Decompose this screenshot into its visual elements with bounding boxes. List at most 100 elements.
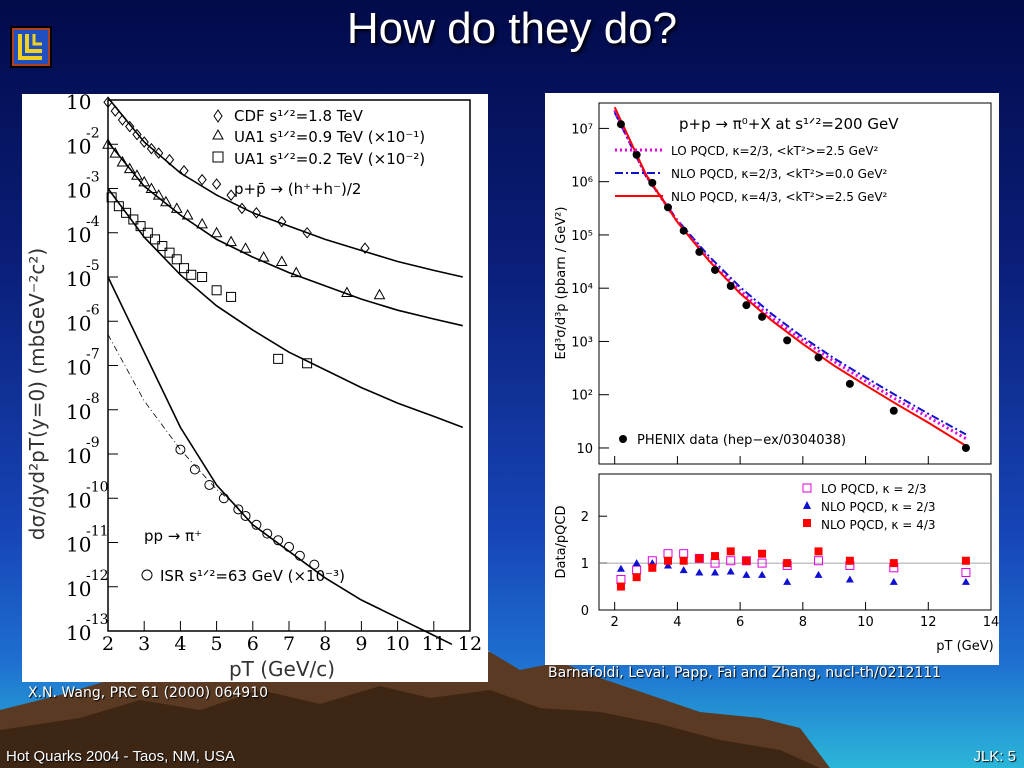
isr-label: ISR s¹ᐟ²=63 GeV (×10⁻³)	[160, 567, 345, 585]
ratio-nlo-k43-point	[695, 554, 704, 563]
y-tick-base: 10	[66, 488, 91, 512]
ratio-lo-point	[961, 567, 971, 577]
phenix-data-point	[758, 312, 767, 321]
legend: CDF s¹ᐟ²=1.8 TeV UA1 s¹ᐟ²=0.9 TeV (×10⁻¹…	[212, 107, 425, 198]
data-point-square	[128, 214, 139, 225]
y-tick-exponent: -3	[86, 170, 100, 186]
y-tick-base: 10	[66, 356, 91, 380]
y-tick-exponent: -4	[86, 214, 100, 230]
data-point-triangle	[341, 286, 353, 297]
y-tick-exponent: -7	[86, 347, 100, 363]
phenix-data-point	[783, 336, 792, 345]
data-point-square	[164, 247, 175, 258]
right-plot-panel: 2 4 6 8 10 12 14 10 10² 10³ 10⁴ 10⁵ 10⁶ 10⁷ 0 1 2 p+p → …	[545, 93, 999, 665]
data-point-triangle	[225, 235, 237, 247]
data-point-triangle	[170, 202, 183, 213]
ratio-nlo-k43-point	[711, 552, 720, 561]
data-point-square	[157, 241, 168, 252]
y-tick-base: 10	[66, 577, 91, 601]
x-tick-label: 2	[102, 633, 114, 655]
nlo-k23-curve	[613, 111, 967, 436]
ratio-lo-point	[632, 565, 642, 575]
data-point-diamond	[146, 142, 157, 155]
x-tick-label: 9	[355, 633, 367, 655]
fit-curve-3	[107, 276, 453, 646]
lower-y-tick-label: 2	[581, 510, 589, 525]
legend-square	[212, 151, 224, 163]
x-tick-label: 8	[799, 615, 807, 630]
reaction-label: pp → π⁺	[144, 527, 202, 545]
data-point-square	[113, 201, 124, 212]
ratio-nlo-k43-point	[758, 549, 767, 558]
phenix-data-point	[663, 203, 672, 212]
ratio-nlo-k43-point	[889, 559, 898, 568]
lower-legend: LO PQCD, κ = 2/3 NLO PQCD, κ = 2/3 NLO P…	[802, 482, 936, 532]
data-point-square	[121, 207, 132, 218]
legend-ratio-lo-marker	[802, 483, 812, 493]
ratio-nlo-k23-point	[616, 564, 625, 572]
y-tick-exponent: -1	[86, 94, 100, 97]
data-point-triangle	[290, 266, 303, 278]
data-point-diamond	[277, 215, 287, 228]
data-point-square	[150, 234, 161, 245]
ratio-nlo-k43-point	[632, 573, 641, 582]
data-point-triangle	[181, 209, 194, 220]
data-point-triangle	[102, 138, 114, 149]
ratio-nlo-k23-point	[845, 575, 854, 583]
phenix-data-point	[632, 150, 641, 159]
ratio-nlo-k23-point	[726, 567, 735, 575]
data-point-square	[302, 358, 313, 369]
data-point-circle	[189, 464, 200, 475]
slide-title: How do they do?	[346, 4, 678, 53]
phenix-data-point	[726, 281, 735, 290]
data-point-triangle	[239, 242, 252, 253]
legend-diamond	[213, 109, 223, 123]
data-point-circle	[284, 541, 294, 552]
data-point-circle	[240, 510, 251, 521]
data-point-triangle	[138, 175, 151, 187]
upper-y-axis-label: Ed³σ/d³p (pbarn / GeV²)	[554, 207, 569, 360]
legend-nlo0: NLO PQCD, κ=2/3, <kT²>=0.0 GeV²	[671, 167, 888, 181]
phenix-data-point	[742, 301, 751, 310]
x-tick-label: 4	[673, 615, 681, 630]
data-point-diamond	[251, 207, 262, 219]
y-tick-base: 10	[66, 134, 91, 158]
data-point-triangle	[131, 169, 143, 180]
upper-legend: LO PQCD, κ=2/3, <kT²>=2.5 GeV² NLO PQCD,…	[615, 144, 888, 448]
y-tick-exponent: -8	[86, 391, 100, 407]
ratio-nlo-k43-point	[648, 563, 657, 572]
y-tick-base: 10	[66, 311, 91, 335]
upper-title: p+p → π⁰+X at s¹ᐟ²=200 GeV	[679, 115, 899, 133]
x-tick-label: 3	[138, 633, 150, 655]
x-tick-label: 14	[983, 615, 999, 630]
ratio-lo-point	[757, 558, 767, 568]
y-tick-base: 10	[66, 533, 91, 557]
y-axis-label: dσ/dyd²pT(y=0) (mbGeV⁻²c²)	[25, 248, 49, 540]
legend-phenix-dot	[619, 435, 627, 443]
legend-ratio-nlo43-marker	[803, 519, 811, 527]
data-point-triangle	[257, 251, 270, 262]
y-tick-base: 10	[66, 400, 91, 424]
data-point-diamond	[164, 153, 175, 166]
lab-logo-icon	[10, 26, 52, 68]
data-point-diamond	[237, 202, 247, 215]
y-tick-exponent: -10	[86, 479, 109, 495]
data-point-circle	[273, 535, 284, 546]
ratio-nlo-k43-point	[616, 582, 625, 591]
data-point-triangle	[373, 288, 386, 300]
ratio-nlo-k43-point	[726, 547, 735, 556]
lower-y-axis-label: Data/pQCD	[554, 506, 569, 579]
left-plot-panel: 2345678910111210-110-210-310-410-510-610…	[22, 81, 488, 682]
upper-y-tick-label: 10	[576, 442, 593, 457]
x-tick-label: 6	[247, 633, 259, 655]
y-tick-base: 10	[66, 94, 91, 114]
upper-frame	[598, 102, 992, 465]
data-point-diamond	[211, 178, 222, 190]
data-point-triangle	[152, 189, 165, 200]
data-point-diamond	[302, 226, 312, 239]
y-tick-base: 10	[66, 223, 91, 247]
ratio-lo-point	[663, 549, 673, 559]
data-point-circle	[218, 493, 229, 504]
lower-y-tick-label: 1	[581, 557, 589, 572]
